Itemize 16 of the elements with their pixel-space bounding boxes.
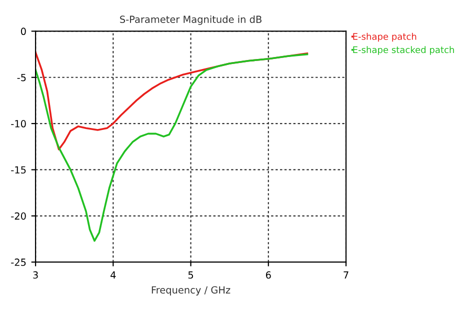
x-tick-label: 3	[33, 271, 38, 279]
y-tick-label: -25	[11, 258, 26, 266]
legend-label: E-shape stacked patch	[353, 46, 454, 55]
x-tick-label: 6	[266, 271, 271, 279]
y-tick-label: 0	[20, 28, 26, 36]
y-tick-label: -5	[17, 74, 26, 82]
x-tick-label: 5	[188, 271, 194, 279]
y-tick-label: -20	[11, 212, 26, 220]
x-tick-label: 7	[344, 271, 348, 278]
x-axis-title: Frequency / GHz	[152, 286, 230, 296]
x-tick-label: 4	[110, 271, 116, 278]
y-tick-label: -15	[11, 166, 26, 174]
legend-label: E-shape patch	[353, 32, 416, 42]
chart-title: S-Parameter Magnitude in dB	[120, 15, 262, 25]
y-tick-label: -10	[11, 120, 26, 128]
line-series	[36, 53, 308, 242]
